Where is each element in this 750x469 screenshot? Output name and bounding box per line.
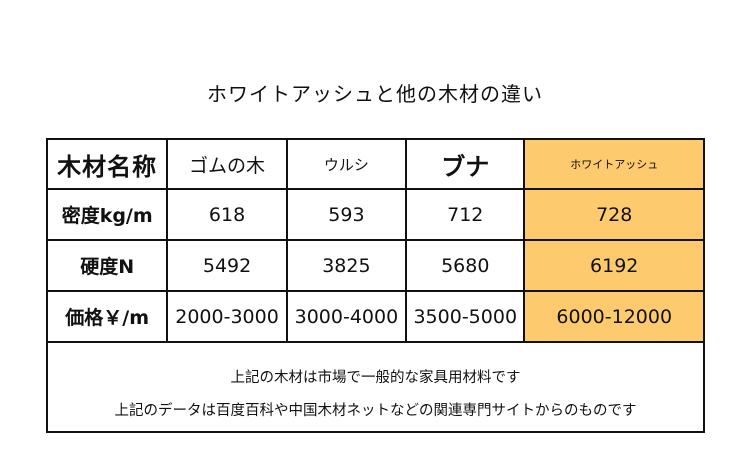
table-cell: 2000-3000 [166, 290, 288, 343]
notes-row: 上記の木材は市場で一般的な家具用材料です 上記のデータは百度百科や中国木材ネット… [46, 341, 705, 433]
row-label-price: 価格￥/m [45, 290, 169, 343]
page-title: ホワイトアッシュと他の木材の違い [207, 82, 543, 106]
header-cell-urushi: ウルシ [285, 138, 408, 190]
row-label-density: 密度kg/m [45, 188, 169, 241]
header-cell-white-ash: ホワイトアッシュ [523, 138, 705, 190]
table-row: 価格￥/m 2000-3000 3000-4000 3500-5000 6000… [45, 290, 705, 343]
row-label-hardness: 硬度N [45, 239, 169, 292]
table-cell-highlight: 728 [523, 188, 705, 241]
table-row: 硬度N 5492 3825 5680 6192 [45, 239, 705, 292]
table-cell: 3825 [285, 239, 408, 292]
table-cell-highlight: 6000-12000 [523, 290, 705, 343]
table-cell: 5492 [166, 239, 288, 292]
table-cell: 3000-4000 [285, 290, 408, 343]
table-cell: 618 [166, 188, 288, 241]
notes-cell: 上記の木材は市場で一般的な家具用材料です 上記のデータは百度百科や中国木材ネット… [46, 341, 705, 433]
table-header-row: 木材名称 ゴムの木 ウルシ ブナ ホワイトアッシュ [45, 138, 705, 190]
table-cell: 712 [405, 188, 526, 241]
table-cell: 3500-5000 [405, 290, 526, 343]
table-row: 密度kg/m 618 593 712 728 [45, 188, 705, 241]
table-cell: 593 [285, 188, 408, 241]
table-cell: 5680 [405, 239, 526, 292]
note-line-2: 上記のデータは百度百科や中国木材ネットなどの関連専門サイトからのものです [114, 403, 637, 419]
comparison-table: 木材名称 ゴムの木 ウルシ ブナ ホワイトアッシュ 密度kg/m 618 593… [45, 138, 705, 433]
header-cell-beech: ブナ [405, 138, 526, 190]
header-cell-rubberwood: ゴムの木 [166, 138, 288, 190]
table-cell-highlight: 6192 [523, 239, 705, 292]
note-line-1: 上記の木材は市場で一般的な家具用材料です [230, 370, 521, 386]
header-cell-wood-name: 木材名称 [45, 138, 169, 190]
